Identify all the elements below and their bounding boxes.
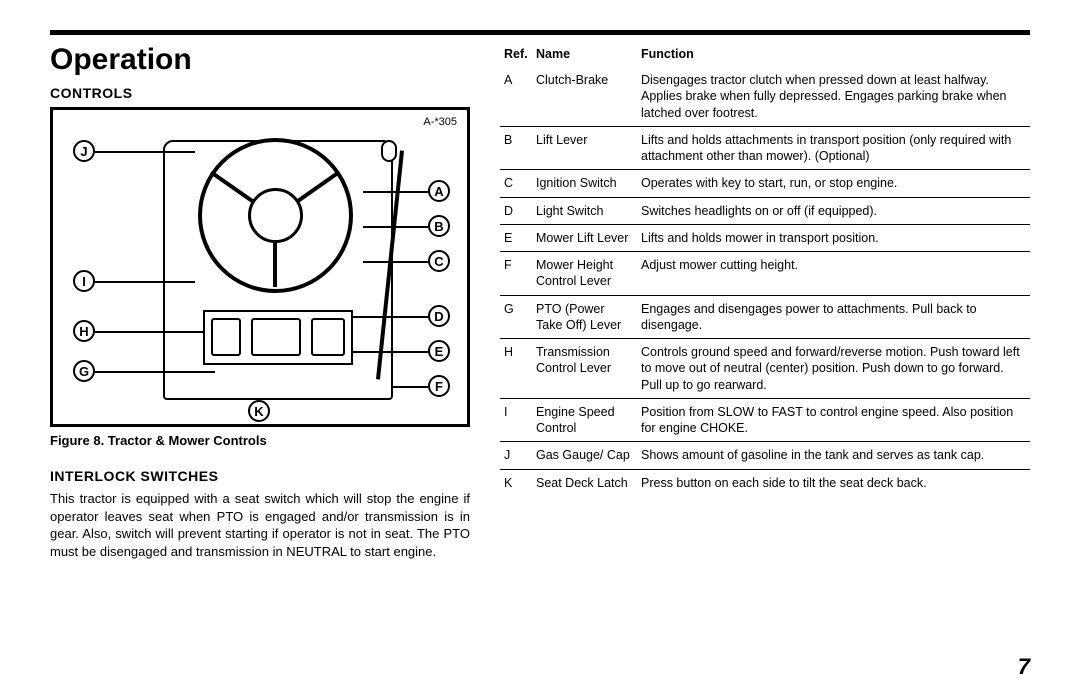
table-body: AClutch-BrakeDisengages tractor clutch w… bbox=[500, 67, 1030, 496]
right-column: Ref. Name Function AClutch-BrakeDisengag… bbox=[500, 43, 1030, 560]
content-columns: Operation CONTROLS A-*305 J bbox=[50, 43, 1030, 560]
callout-f: F bbox=[428, 375, 450, 397]
table-header-ref: Ref. bbox=[500, 43, 532, 67]
callout-i: I bbox=[73, 270, 95, 292]
callout-d: D bbox=[428, 305, 450, 327]
table-header-function: Function bbox=[637, 43, 1030, 67]
page-title: Operation bbox=[50, 43, 470, 77]
table-row: GPTO (Power Take Off) LeverEngages and d… bbox=[500, 295, 1030, 339]
table-row: EMower Lift LeverLifts and holds mower i… bbox=[500, 224, 1030, 251]
table-row: DLight SwitchSwitches headlights on or o… bbox=[500, 197, 1030, 224]
page-number: 7 bbox=[1018, 654, 1030, 680]
table-row: BLift LeverLifts and holds attachments i… bbox=[500, 126, 1030, 170]
interlock-body-text: This tractor is equipped with a seat swi… bbox=[50, 490, 470, 560]
table-row: IEngine Speed ControlPosition from SLOW … bbox=[500, 398, 1030, 442]
table-row: FMower Height Control LeverAdjust mower … bbox=[500, 252, 1030, 296]
left-column: Operation CONTROLS A-*305 J bbox=[50, 43, 470, 560]
controls-figure: A-*305 J I H G bbox=[50, 107, 470, 427]
figure-caption: Figure 8. Tractor & Mower Controls bbox=[50, 433, 470, 448]
table-row: KSeat Deck LatchPress button on each sid… bbox=[500, 469, 1030, 496]
controls-heading: CONTROLS bbox=[50, 85, 470, 101]
table-header-name: Name bbox=[532, 43, 637, 67]
callout-b: B bbox=[428, 215, 450, 237]
table-row: AClutch-BrakeDisengages tractor clutch w… bbox=[500, 67, 1030, 126]
table-row: JGas Gauge/ CapShows amount of gasoline … bbox=[500, 442, 1030, 469]
callout-c: C bbox=[428, 250, 450, 272]
controls-reference-table: Ref. Name Function AClutch-BrakeDisengag… bbox=[500, 43, 1030, 496]
callout-j: J bbox=[73, 140, 95, 162]
callout-k: K bbox=[248, 400, 270, 422]
table-row: HTransmission Control LeverControls grou… bbox=[500, 339, 1030, 399]
diagram-illustration bbox=[53, 110, 467, 424]
callout-a: A bbox=[428, 180, 450, 202]
callout-g: G bbox=[73, 360, 95, 382]
callout-e: E bbox=[428, 340, 450, 362]
top-horizontal-rule bbox=[50, 30, 1030, 35]
table-row: CIgnition SwitchOperates with key to sta… bbox=[500, 170, 1030, 197]
interlock-heading: INTERLOCK SWITCHES bbox=[50, 468, 470, 484]
callout-h: H bbox=[73, 320, 95, 342]
